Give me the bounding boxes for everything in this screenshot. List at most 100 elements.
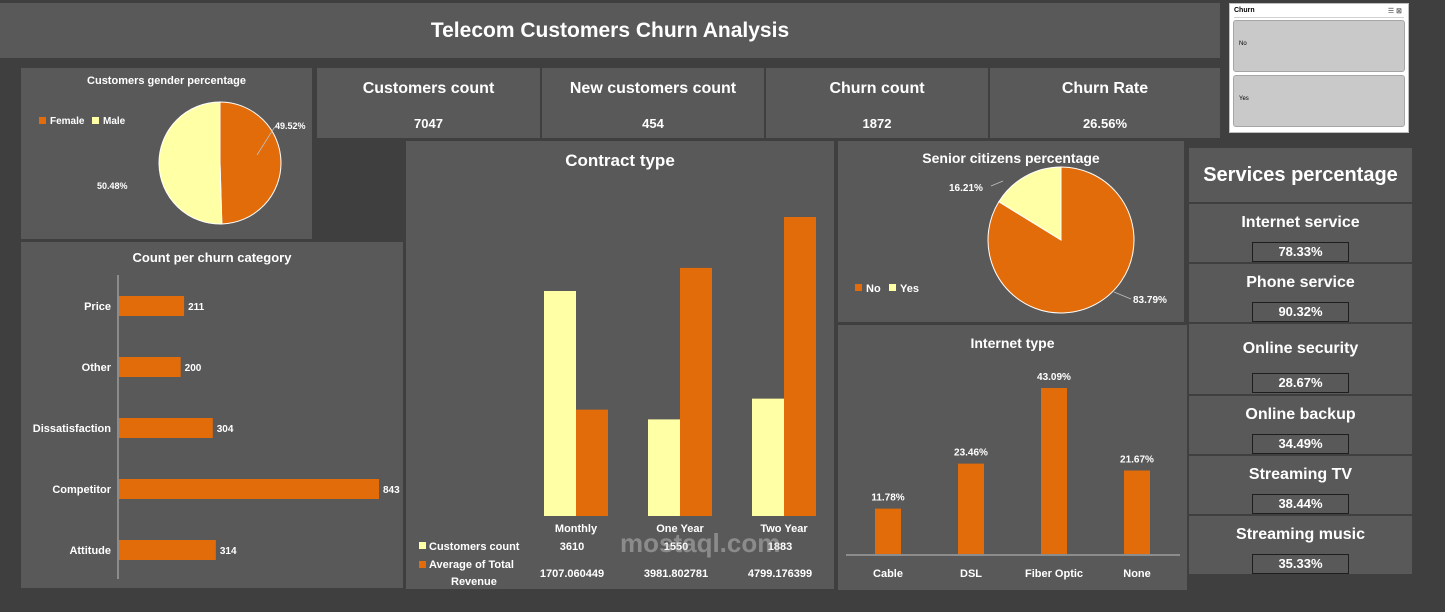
bar-attitude (119, 540, 216, 560)
category-label: Cable (873, 568, 903, 580)
senior-pie-svg: 16.21% 83.79% No Yes (855, 166, 1167, 314)
bar-cable (875, 508, 901, 554)
contract-type-panel: Contract type Customers count Average of… (406, 141, 834, 589)
gender-pie (158, 101, 282, 225)
slicer-item-label: No (1239, 41, 1247, 47)
bar-none (1124, 470, 1150, 554)
bar-customers-count (648, 419, 680, 516)
service-card-internet: Internet service 78.33% (1189, 204, 1412, 262)
service-label: Online backup (1245, 406, 1356, 423)
legend-swatch-yes (889, 284, 896, 291)
legend-swatch-male (92, 117, 99, 124)
gender-chart-title: Customers gender percentage (87, 75, 246, 87)
table-value-revenue: 3981.802781 (644, 568, 708, 580)
legend-swatch-customers (419, 542, 426, 549)
service-label: Phone service (1246, 274, 1355, 291)
category-label: Attitude (69, 545, 111, 557)
label-leader-no (1113, 291, 1132, 300)
category-label: Dissatisfaction (33, 423, 112, 435)
legend-swatch-no (855, 284, 862, 291)
table-value-customers: 1550 (664, 541, 688, 553)
slicer-icons: ☰ ⊠ (1388, 7, 1402, 15)
legend-swatch-revenue (419, 561, 426, 568)
bar-value-label: 843 (383, 485, 400, 496)
slicer-item-no[interactable]: No (1233, 20, 1405, 72)
kpi-customers-count: Customers count 7047 (317, 68, 540, 138)
kpi-churn-count: Churn count 1872 (766, 68, 988, 138)
internet-type-title: Internet type (970, 335, 1055, 351)
senior-chart-title: Senior citizens percentage (922, 150, 1100, 166)
kpi-label: Customers count (362, 80, 495, 97)
category-label: Fiber Optic (1025, 568, 1083, 580)
kpi-value: 7047 (414, 116, 443, 131)
service-card-streaming-tv: Streaming TV 38.44% (1189, 456, 1412, 514)
clear-filter-icon[interactable]: ⊠ (1396, 8, 1402, 15)
bar-value-label: 43.09% (1037, 372, 1071, 383)
legend-label-revenue-line2: Revenue (451, 576, 497, 588)
kpi-value: 454 (642, 116, 664, 131)
internet-type-panel: Internet type 11.78% Cable 23.46% DSL 43.09%… (838, 325, 1187, 590)
churn-category-panel: Count per churn category Price 211 Other 20… (21, 242, 403, 588)
category-label: Competitor (52, 484, 111, 496)
slice-label-no: 83.79% (1133, 295, 1167, 306)
service-value: 28.67% (1252, 373, 1349, 393)
table-value-revenue: 4799.176399 (748, 568, 812, 580)
gender-pie-svg: Female Male 49.52% 50.48% (39, 101, 306, 225)
kpi-churn-rate: Churn Rate 26.56% (990, 68, 1220, 138)
dashboard-title-text: Telecom Customers Churn Analysis (430, 18, 790, 42)
dashboard-title: Telecom Customers Churn Analysis (0, 3, 1220, 58)
service-label: Streaming TV (1248, 466, 1353, 483)
contract-type-title: Contract type (565, 151, 675, 170)
slicer-title: Churn (1234, 7, 1255, 14)
service-label: Internet service (1241, 214, 1360, 231)
bar-value-label: 23.46% (954, 448, 988, 459)
services-header: Services percentage (1189, 148, 1412, 202)
slicer-item-yes[interactable]: Yes (1233, 75, 1405, 127)
label-leader-female (256, 125, 278, 156)
services-title: Services percentage (1203, 164, 1398, 186)
category-label: DSL (960, 568, 982, 580)
legend-label-male: Male (103, 116, 126, 127)
category-label: None (1123, 568, 1151, 580)
churn-bars: Price 211 Other 200 Dissatisfaction 304 Compet… (33, 296, 400, 560)
legend-label-no: No (866, 283, 881, 295)
service-value: 34.49% (1252, 434, 1349, 454)
service-label: Streaming music (1236, 526, 1365, 543)
legend-label-customers: Customers count (429, 541, 520, 553)
churn-slicer[interactable]: Churn ☰ ⊠ No Yes (1229, 3, 1409, 133)
legend-label-revenue-line1: Average of Total (429, 559, 514, 571)
churn-category-svg: Price 211 Other 200 Dissatisfaction 304 Compet… (33, 275, 400, 579)
slice-label-female: 49.52% (275, 121, 306, 131)
bar-dsl (958, 463, 984, 554)
bar-value-label: 21.67% (1120, 455, 1154, 466)
multi-select-icon[interactable]: ☰ (1387, 8, 1395, 15)
bar-value-label: 200 (185, 363, 202, 374)
slicer-item-label: Yes (1239, 96, 1249, 102)
bar-value-label: 314 (220, 546, 237, 557)
contract-type-svg: Customers count Average of Total Revenue… (419, 217, 816, 588)
bar-value-label: 11.78% (871, 493, 904, 504)
pie-slice-female (219, 101, 282, 225)
kpi-label: Churn Rate (1061, 80, 1149, 97)
contract-data-table: Monthly 3610 1707.060449 One Year 1550 3981.8… (540, 523, 812, 580)
kpi-value: 1872 (862, 116, 892, 131)
table-value-customers: 1883 (768, 541, 792, 553)
service-card-online-security: Online security 28.67% (1189, 324, 1412, 394)
service-label: Online security (1242, 340, 1359, 357)
service-value: 78.33% (1252, 242, 1349, 262)
slice-label-male: 50.48% (97, 181, 128, 191)
kpi-value: 26.56% (1082, 116, 1128, 131)
pie-slice-yes (998, 166, 1062, 241)
bar-fiber-optic (1041, 388, 1067, 554)
bar-customers-count (544, 291, 576, 516)
service-value: 90.32% (1252, 302, 1349, 322)
bar-average-revenue (576, 409, 608, 516)
bar-average-revenue (784, 217, 816, 516)
label-leader-yes (990, 180, 1004, 187)
senior-chart-panel: Senior citizens percentage 16.21% 83.79%… (838, 141, 1184, 322)
kpi-label: New customers count (569, 80, 737, 97)
contract-bars (544, 217, 816, 516)
bar-value-label: 304 (217, 424, 234, 435)
churn-category-title: Count per churn category (132, 250, 292, 265)
kpi-label: Churn count (829, 80, 925, 97)
